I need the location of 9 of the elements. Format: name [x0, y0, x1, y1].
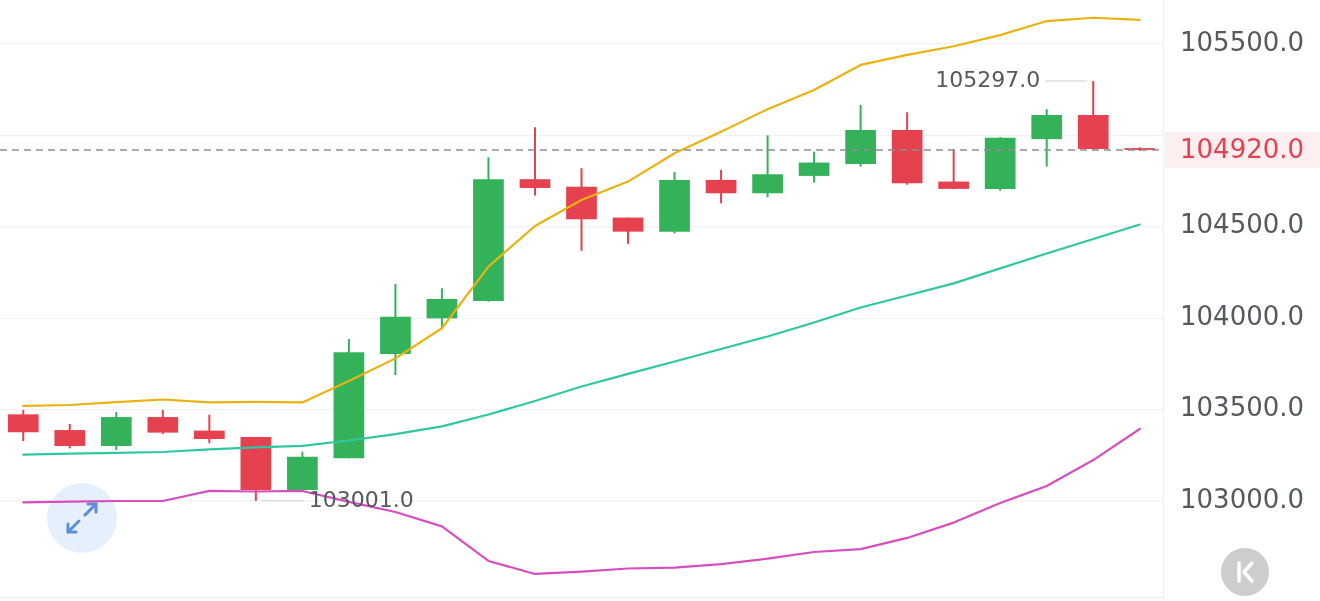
- candlestick: [193, 413, 225, 445]
- y-tick-label: 104500.0: [1180, 209, 1305, 240]
- y-tick-label: 105500.0: [1180, 26, 1305, 57]
- annotation: 105297.0: [935, 66, 1041, 92]
- candlestick: [519, 126, 551, 197]
- y-tick-label: 103500.0: [1180, 392, 1305, 423]
- ref-line-label: 104920.0: [1180, 133, 1305, 164]
- y-tick-label: 103000.0: [1180, 483, 1305, 514]
- y-tick-label: 104000.0: [1180, 300, 1305, 331]
